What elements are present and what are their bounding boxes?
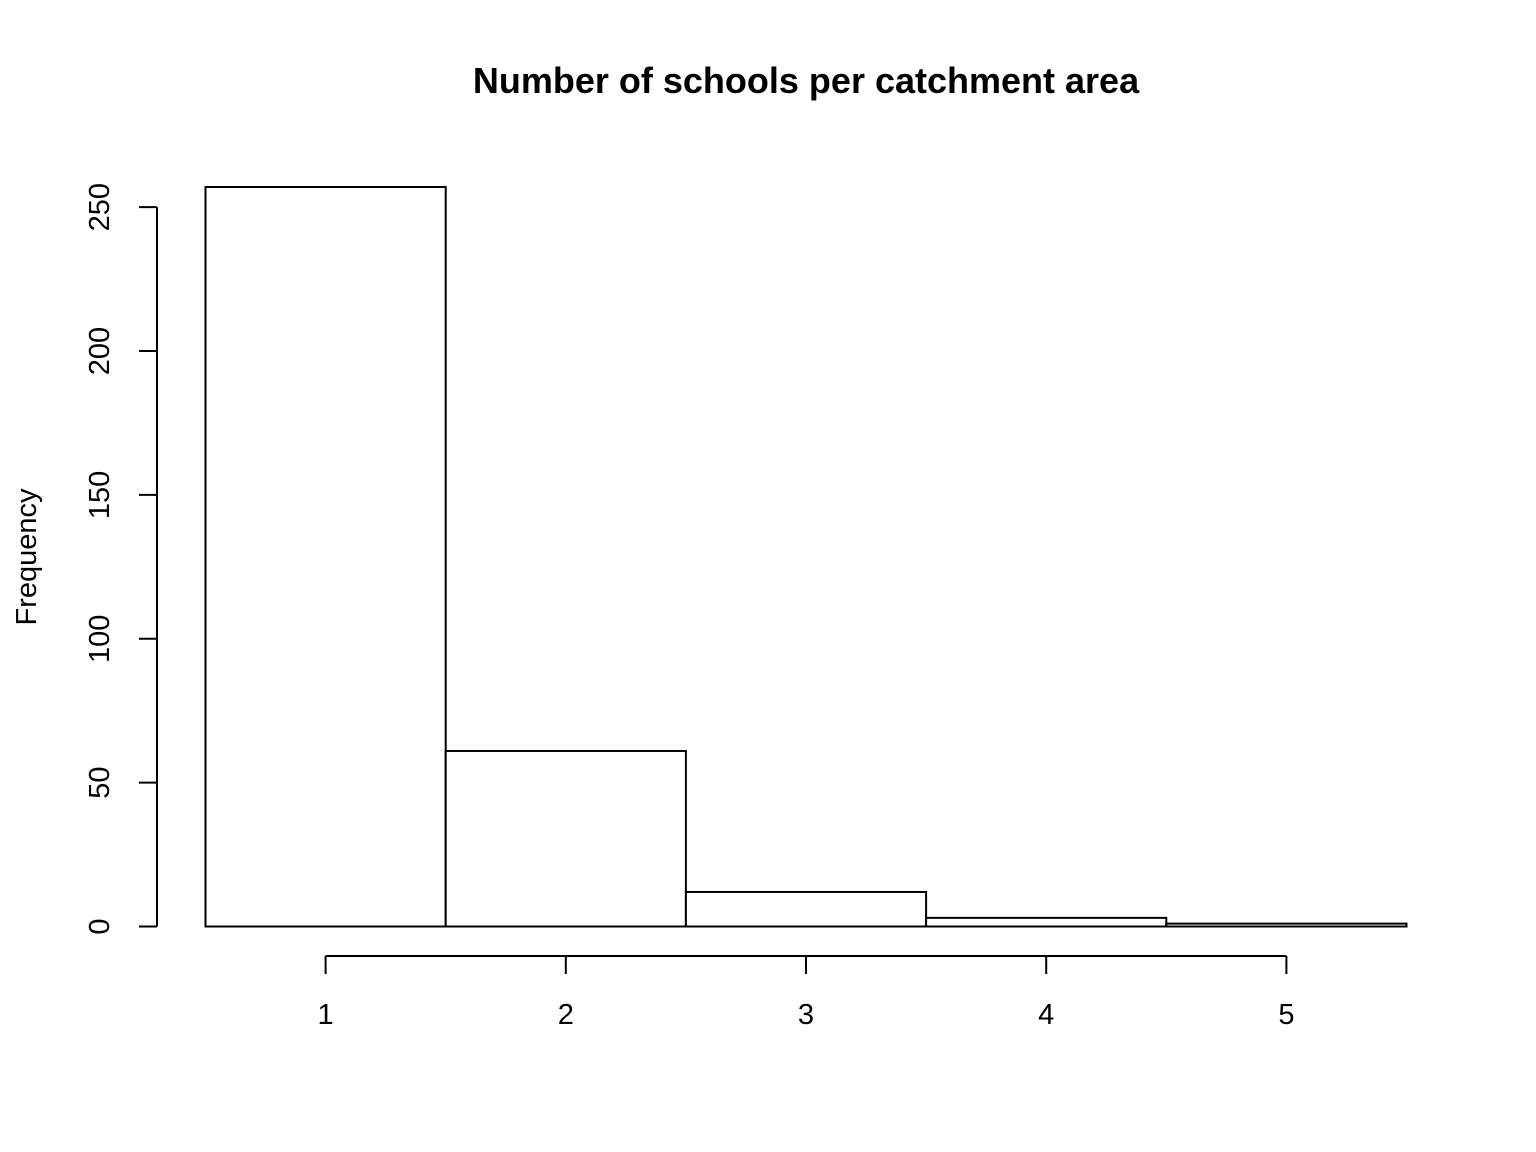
histogram-bar-4 [925,916,1168,928]
chart-title: Number of schools per catchment area [473,60,1140,101]
y-tick-label-0: 0 [84,918,116,934]
x-tick-label-4: 4 [1038,999,1054,1031]
histogram-bar-1 [204,186,447,928]
y-tick-label-150: 150 [84,471,116,519]
histogram-bar-2 [444,749,687,928]
y-tick-label-50: 50 [84,766,116,798]
bars-group [204,186,1408,928]
histogram-bar-5 [1165,922,1408,928]
y-axis-title: Frequency [11,488,43,626]
histogram-bar-3 [684,890,928,928]
y-tick-label-200: 200 [84,327,116,375]
y-axis: 0 50 100 150 200 250 [84,183,158,935]
x-axis: 1 2 3 4 5 [318,955,1294,1031]
y-tick-label-250: 250 [84,183,116,231]
x-tick-label-2: 2 [558,999,574,1031]
x-tick-label-1: 1 [318,999,334,1031]
x-tick-label-5: 5 [1278,999,1294,1031]
x-tick-label-3: 3 [798,999,814,1031]
y-tick-label-100: 100 [84,615,116,663]
